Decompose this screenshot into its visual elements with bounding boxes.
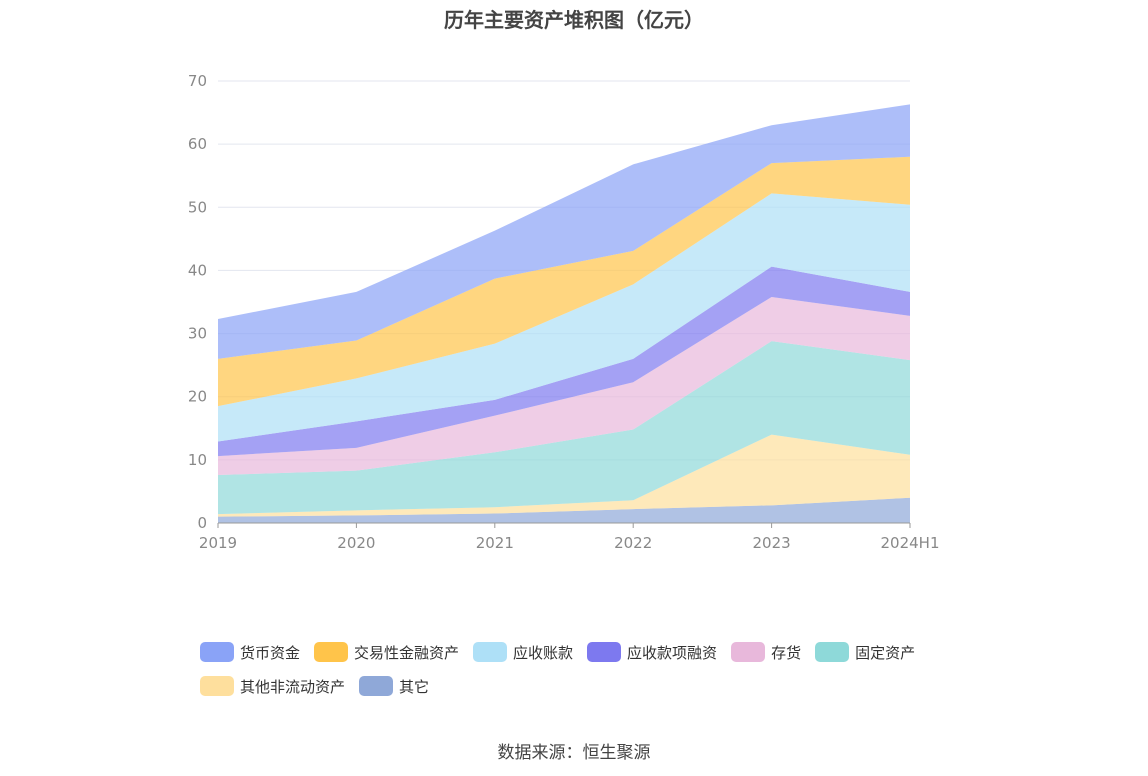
x-tick-label: 2020 [337, 534, 375, 552]
area-series [218, 341, 910, 515]
legend-label: 货币资金 [240, 643, 301, 662]
legend-label: 其他非流动资产 [240, 677, 346, 696]
legend-label: 应收款项融资 [627, 643, 718, 662]
x-tick-label: 2023 [753, 534, 791, 552]
y-tick-label: 0 [197, 514, 207, 532]
legend-item[interactable]: 存货 [731, 640, 801, 664]
x-tick-label: 2022 [614, 534, 652, 552]
chart-title: 历年主要资产堆积图（亿元） [444, 8, 704, 32]
y-tick-label: 20 [188, 388, 207, 406]
area-series [218, 434, 910, 517]
y-tick-label: 40 [188, 261, 207, 279]
x-tick-label: 2021 [476, 534, 514, 552]
legend-label: 交易性金融资产 [354, 643, 460, 662]
y-tick-label: 60 [188, 135, 207, 153]
legend-label: 应收账款 [513, 643, 574, 662]
legend-swatch [200, 676, 234, 696]
legend-swatch [587, 642, 622, 662]
legend-swatch [815, 642, 850, 662]
legend-swatch [731, 642, 766, 662]
legend-item[interactable]: 其他非流动资产 [200, 674, 345, 698]
area-series [218, 156, 910, 407]
x-tick-label: 2019 [199, 534, 237, 552]
stacked-area-chart: 0 10 20 30 40 50 60 70 2019 2020 2021 2022 2023 2024H… [188, 72, 940, 552]
x-tick-label: 2024H1 [881, 534, 940, 552]
legend-swatch [200, 642, 234, 662]
chart-legend: 货币资金 交易性金融资产 应收账款 应收款项融资 存货 固定资产其他非流动资产 其它 [200, 640, 960, 708]
legend-item[interactable]: 货币资金 [200, 640, 300, 664]
legend-label: 固定资产 [855, 643, 916, 662]
area-series [218, 497, 910, 523]
area-series [218, 193, 910, 442]
legend-item[interactable]: 应收账款 [473, 640, 573, 664]
legend-swatch [314, 642, 349, 662]
legend-label: 存货 [771, 643, 802, 662]
legend-item[interactable]: 其它 [359, 674, 429, 698]
legend-swatch [359, 676, 394, 696]
y-tick-label: 10 [188, 451, 207, 469]
legend-swatch [473, 642, 508, 662]
data-source-note: 数据来源：恒生聚源 [497, 743, 651, 763]
area-series [218, 104, 910, 359]
y-tick-label: 50 [188, 198, 207, 216]
legend-label: 其它 [399, 677, 430, 696]
legend-item[interactable]: 固定资产 [815, 640, 915, 664]
area-series [218, 296, 910, 476]
area-series [218, 266, 910, 457]
legend-item[interactable]: 应收款项融资 [587, 640, 717, 664]
legend-item[interactable]: 交易性金融资产 [314, 640, 459, 664]
y-tick-label: 30 [188, 325, 207, 343]
y-tick-label: 70 [188, 72, 207, 90]
